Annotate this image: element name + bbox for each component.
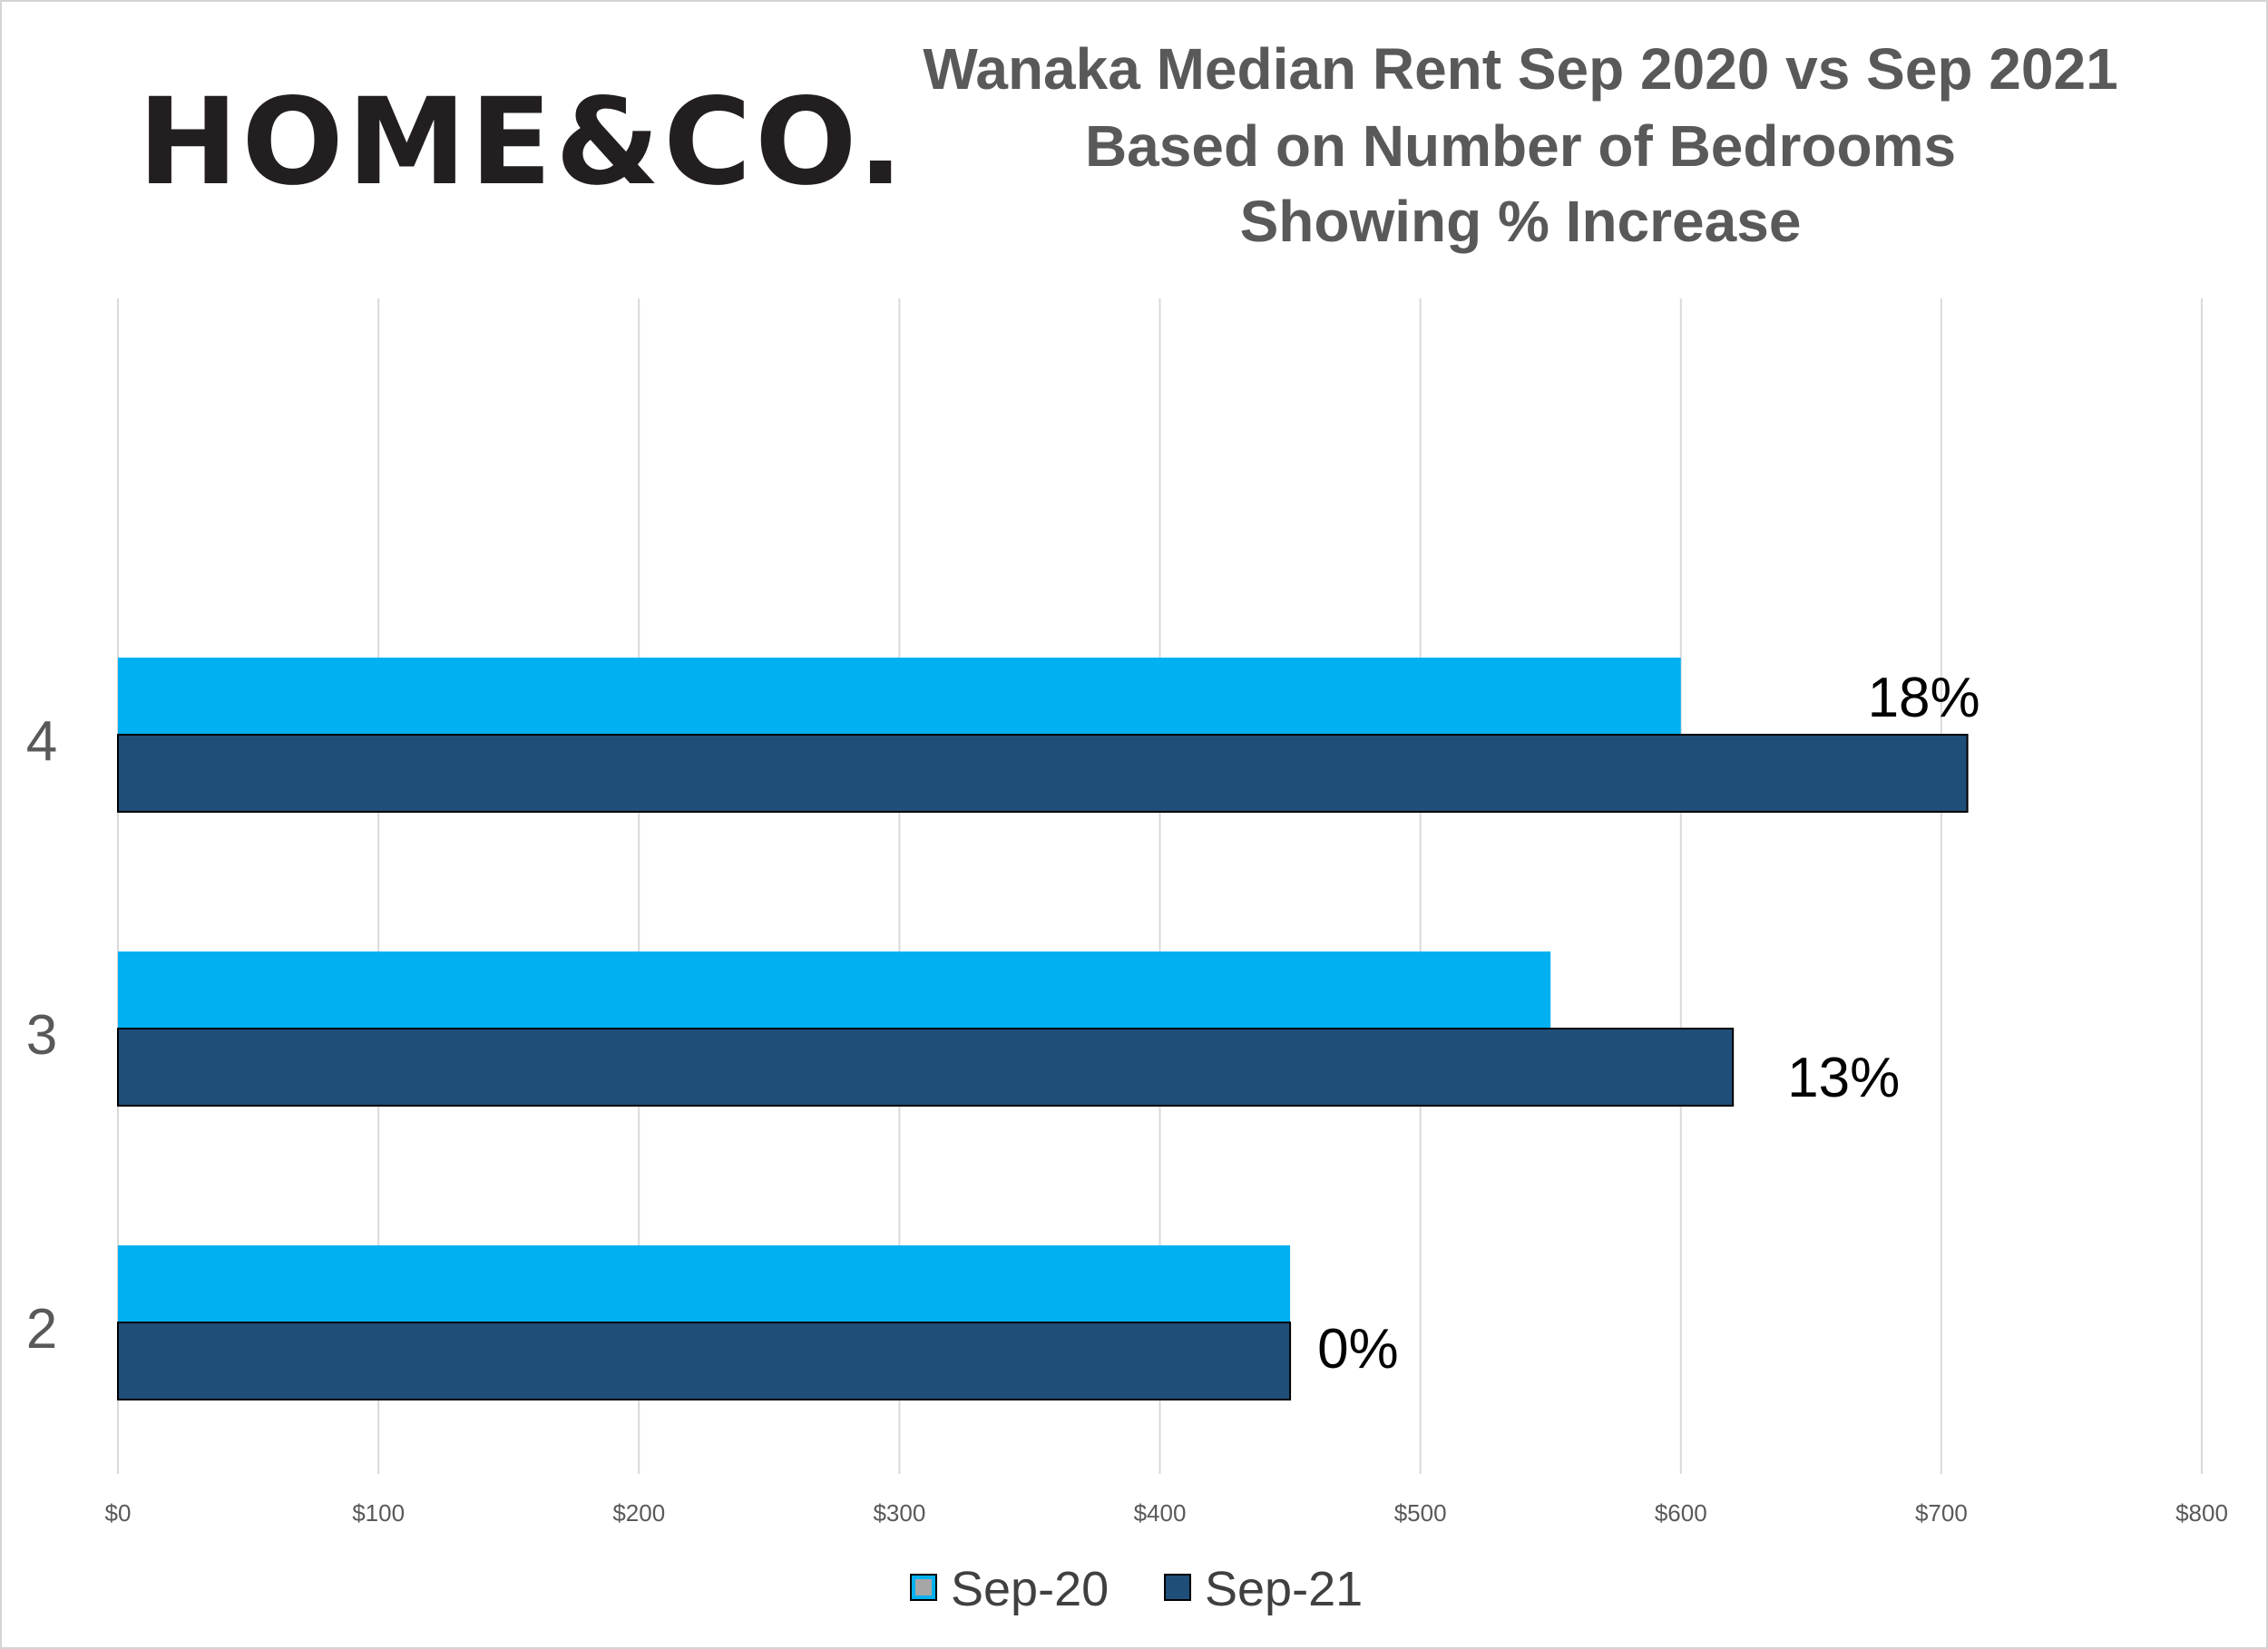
x-tick-label: $700 <box>1915 1499 1968 1527</box>
bar-sep-21-4 <box>117 734 1969 813</box>
chart-title-line-1: Wanaka Median Rent Sep 2020 vs Sep 2021 <box>923 36 2117 102</box>
chart-title-line-3: Showing % Increase <box>1240 189 1802 254</box>
legend-swatch-inner <box>915 1579 932 1595</box>
category-label: 4 <box>26 710 57 773</box>
percent-increase-label: 13% <box>1787 1047 1900 1109</box>
legend: Sep-20 Sep-21 <box>910 1562 1363 1616</box>
chart-title: Wanaka Median Rent Sep 2020 vs Sep 2021 … <box>923 36 2117 254</box>
legend-label: Sep-21 <box>1205 1562 1363 1616</box>
bar-sep-20-3 <box>118 951 1551 1029</box>
x-tick-label: $100 <box>352 1499 405 1527</box>
category-label: 3 <box>26 1004 57 1067</box>
legend-label: Sep-20 <box>951 1562 1109 1616</box>
bar-sep-20-4 <box>118 658 1681 735</box>
gridlines <box>117 298 2203 1474</box>
chart-title-line-2: Based on Number of Bedrooms <box>1085 113 1956 179</box>
legend-swatch-sep-21 <box>1164 1574 1191 1601</box>
bar-sep-21-2 <box>117 1322 1292 1400</box>
data-labels: 18% 13% 0% <box>1317 667 1980 1381</box>
x-tick-label: $200 <box>612 1499 665 1527</box>
bar-sep-20-2 <box>118 1245 1291 1322</box>
bars <box>117 658 1969 1400</box>
x-tick-label: $600 <box>1655 1499 1707 1527</box>
x-tick-label: $800 <box>2175 1499 2228 1527</box>
bar-sep-21-3 <box>117 1028 1735 1107</box>
x-tick-label: $0 <box>105 1499 132 1527</box>
x-tick-label: $500 <box>1394 1499 1447 1527</box>
percent-increase-label: 18% <box>1868 667 1980 729</box>
value-axis-labels: $0 $100 $200 $300 $400 $500 $600 $700 $800 <box>105 1499 2228 1527</box>
percent-increase-label: 0% <box>1317 1318 1399 1381</box>
home-and-co-logo: HOME&CO. <box>138 73 907 212</box>
x-tick-label: $300 <box>873 1499 925 1527</box>
x-tick-label: $400 <box>1134 1499 1187 1527</box>
category-label: 2 <box>26 1298 57 1361</box>
category-axis-labels: 4 3 2 <box>26 710 57 1361</box>
logo-text: HOME&CO. <box>138 73 907 212</box>
